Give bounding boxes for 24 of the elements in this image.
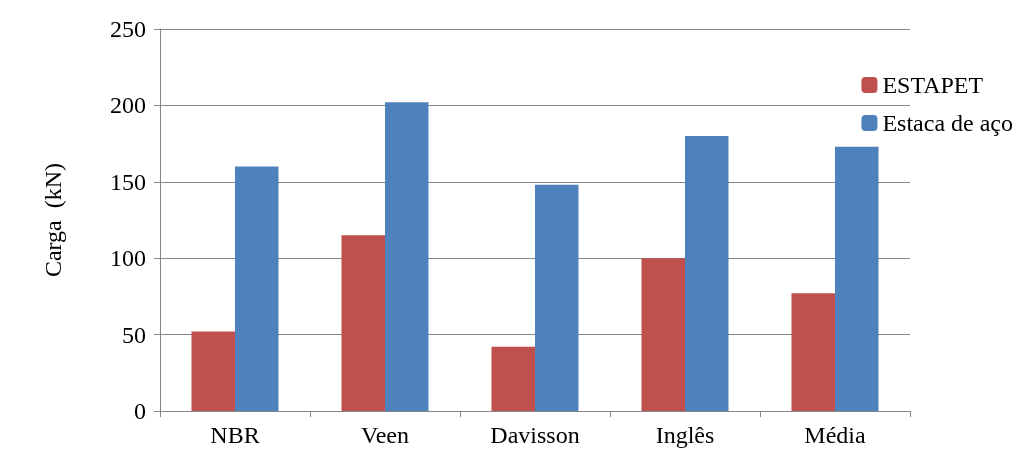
x-tick-label: Veen: [361, 422, 409, 448]
legend-label: Estaca de aço: [882, 110, 1014, 136]
bar: [791, 293, 835, 411]
y-tick-label: 50: [122, 321, 146, 348]
bar: [535, 184, 579, 411]
bar: [385, 102, 429, 411]
bar: [641, 258, 685, 411]
bar: [685, 135, 729, 411]
x-tick-label: Média: [804, 422, 866, 448]
y-tick-label: 200: [110, 92, 146, 119]
y-tick-label: 0: [134, 398, 146, 424]
x-tick-label: NBR: [210, 422, 260, 448]
bar: [835, 146, 879, 411]
legend-label: ESTAPET: [882, 72, 984, 98]
bar: [235, 166, 279, 411]
bar: [191, 331, 235, 411]
x-tick-label: Inglês: [655, 422, 715, 448]
bar: [491, 346, 535, 411]
y-tick-label: 150: [110, 168, 146, 195]
y-tick-label: 100: [110, 245, 146, 272]
y-axis-title: Carga (kN): [40, 162, 66, 278]
y-tick-label: 250: [110, 16, 146, 42]
bar: [341, 235, 385, 411]
x-tick-label: Davisson: [490, 422, 580, 448]
